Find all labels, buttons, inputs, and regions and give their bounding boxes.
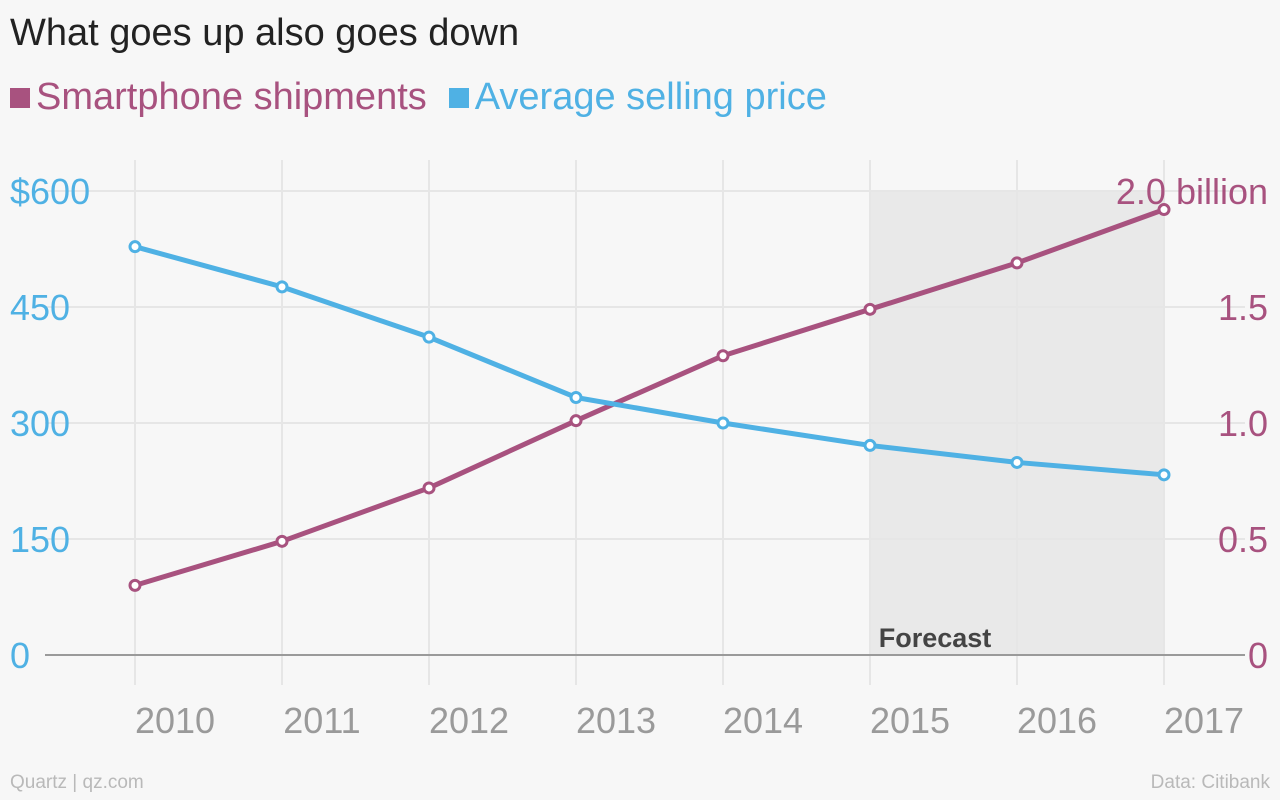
data-point-shipments (128, 578, 142, 592)
data-point-price (569, 390, 583, 404)
y-right-tick-label: 0.5 (1218, 519, 1268, 560)
legend-label-shipments: Smartphone shipments (36, 76, 427, 118)
y-left-tick-label: $600 (10, 171, 90, 212)
data-point-shipments (1157, 203, 1171, 217)
legend-item-price: Average selling price (448, 76, 827, 119)
y-left-tick-label: 150 (10, 519, 70, 560)
y-right-tick-label: 2.0 billion (1116, 171, 1268, 212)
x-tick-label: 2016 (1017, 700, 1097, 741)
y-left-tick-label: 0 (10, 635, 30, 676)
forecast-label: Forecast (879, 623, 992, 653)
x-tick-label: 2015 (870, 700, 950, 741)
data-point-price (128, 240, 142, 254)
legend-swatch-price (448, 87, 469, 108)
data-point-price (716, 416, 730, 430)
x-tick-label: 2011 (283, 700, 360, 741)
x-tick-label: 2014 (723, 700, 803, 741)
y-left-tick-label: 300 (10, 403, 70, 444)
x-tick-label: 2013 (576, 700, 656, 741)
legend: Smartphone shipments Average selling pri… (10, 76, 849, 119)
series-line-shipments (132, 207, 1167, 588)
y-left-tick-label: 450 (10, 287, 70, 328)
y-right-tick-label: 1.5 (1218, 287, 1268, 328)
footer-credit: Quartz | qz.com (10, 772, 144, 793)
series-line-price (132, 244, 1167, 478)
data-point-shipments (422, 481, 436, 495)
data-point-shipments (716, 349, 730, 363)
x-tick-label: 2010 (135, 700, 215, 741)
data-point-shipments (569, 414, 583, 428)
data-point-shipments (275, 534, 289, 548)
data-point-price (275, 280, 289, 294)
legend-label-price: Average selling price (474, 76, 827, 118)
legend-item-shipments: Smartphone shipments (10, 76, 427, 119)
legend-swatch-shipments (10, 87, 30, 108)
y-right-tick-label: 1.0 (1218, 403, 1268, 444)
data-point-price (863, 438, 877, 452)
x-tick-label: 2012 (429, 700, 509, 741)
data-point-price (422, 330, 436, 344)
data-point-price (1157, 468, 1171, 482)
x-tick-label: 2017 (1164, 700, 1244, 741)
data-point-shipments (863, 302, 877, 316)
footer-source: Data: Citibank (1150, 772, 1270, 793)
data-point-price (1010, 455, 1024, 469)
y-right-tick-label: 0 (1248, 635, 1268, 676)
data-point-shipments (1010, 256, 1024, 270)
chart-title: What goes up also goes down (10, 12, 520, 54)
